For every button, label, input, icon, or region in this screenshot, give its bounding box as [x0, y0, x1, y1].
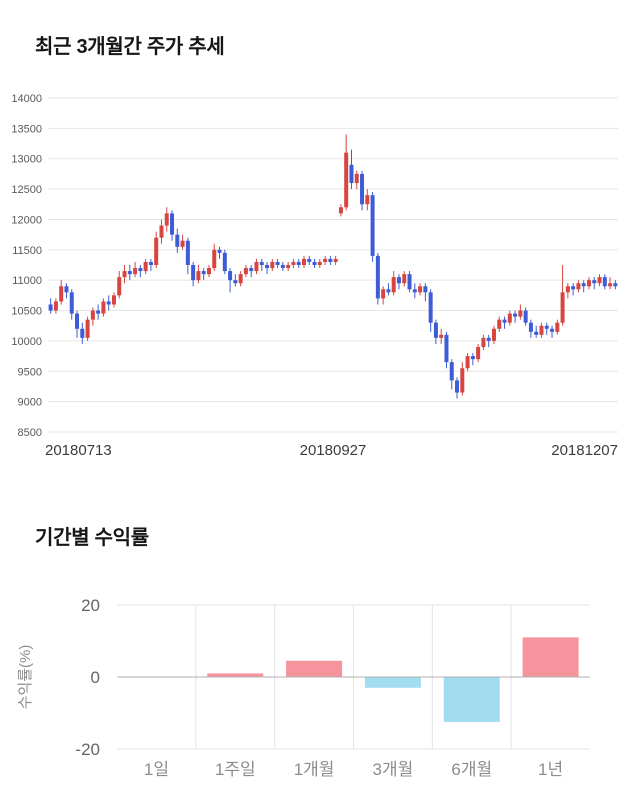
svg-text:12000: 12000 — [11, 214, 42, 226]
svg-text:13000: 13000 — [11, 154, 42, 166]
svg-text:11500: 11500 — [12, 245, 42, 257]
svg-text:11000: 11000 — [12, 275, 42, 287]
svg-text:1일: 1일 — [144, 760, 169, 779]
svg-text:9500: 9500 — [18, 366, 42, 378]
candlestick-chart: 8500 9000 9500 10000 10500 11000 11500 12000 125… — [11, 93, 618, 459]
svg-text:12500: 12500 — [11, 184, 42, 196]
svg-text:10000: 10000 — [11, 336, 42, 348]
svg-text:14000: 14000 — [11, 93, 42, 105]
svg-text:20181207: 20181207 — [551, 442, 618, 459]
period-returns-title: 기간별 수익률 — [35, 527, 149, 549]
svg-text:0: 0 — [91, 668, 100, 687]
svg-text:1개월: 1개월 — [294, 760, 335, 779]
svg-text:10500: 10500 — [11, 306, 42, 318]
svg-text:20180927: 20180927 — [300, 442, 367, 459]
svg-text:6개월: 6개월 — [451, 760, 492, 779]
period-returns-bar-chart: 1일 1주일 1개월 3개월 6개월 1년 20 0 -20 수익률(%) — [17, 596, 590, 779]
svg-text:20: 20 — [81, 596, 100, 615]
svg-text:1년: 1년 — [538, 760, 563, 779]
svg-text:13500: 13500 — [11, 123, 42, 135]
price-trend-title: 최근 3개월간 주가 추세 — [35, 36, 225, 58]
svg-text:1주일: 1주일 — [215, 760, 256, 779]
svg-text:수익률(%): 수익률(%) — [17, 645, 34, 710]
svg-text:20180713: 20180713 — [45, 442, 112, 459]
svg-text:3개월: 3개월 — [373, 760, 414, 779]
svg-text:9000: 9000 — [18, 397, 42, 409]
svg-text:-20: -20 — [75, 740, 100, 759]
svg-text:8500: 8500 — [18, 427, 42, 439]
